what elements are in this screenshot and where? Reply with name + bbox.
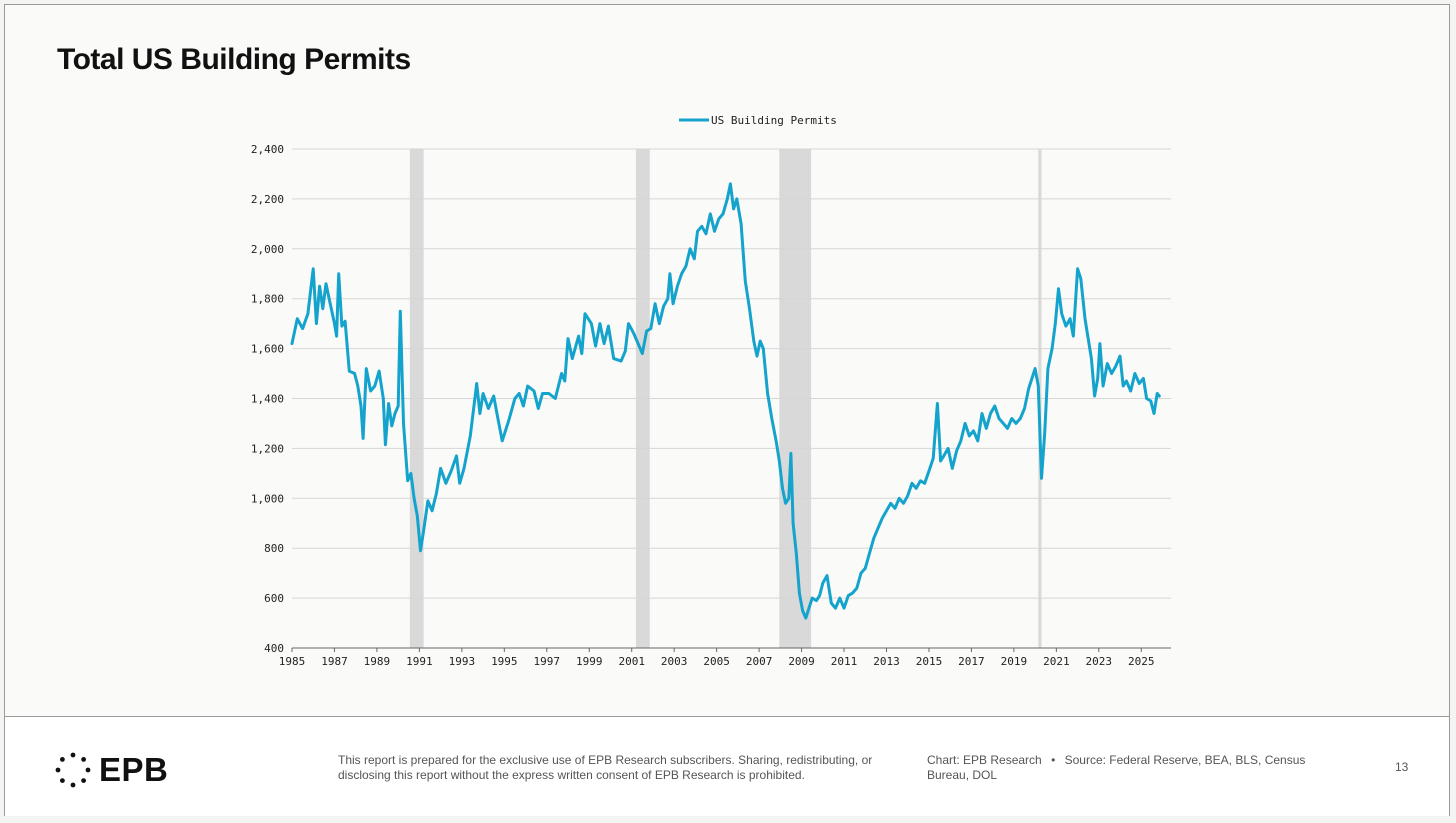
- y-tick-label: 1,600: [251, 343, 284, 356]
- y-tick-label: 2,200: [251, 193, 284, 206]
- epb-logo-icon: [55, 752, 91, 788]
- y-tick-label: 600: [264, 592, 284, 605]
- x-tick-label: 2011: [831, 655, 858, 668]
- x-tick-label: 1991: [406, 655, 433, 668]
- y-tick-label: 1,000: [251, 492, 284, 505]
- y-tick-label: 2,000: [251, 243, 284, 256]
- y-tick-label: 2,400: [251, 143, 284, 156]
- x-tick-label: 1989: [364, 655, 391, 668]
- x-tick-label: 2003: [661, 655, 688, 668]
- x-tick-label: 2023: [1086, 655, 1113, 668]
- epb-logo: EPB: [55, 751, 168, 789]
- x-tick-label: 1987: [321, 655, 348, 668]
- y-tick-label: 1,800: [251, 293, 284, 306]
- x-tick-label: 1985: [279, 655, 306, 668]
- legend-label: US Building Permits: [711, 114, 837, 127]
- x-tick-label: 2013: [873, 655, 900, 668]
- x-tick-label: 1995: [491, 655, 518, 668]
- x-tick-label: 2007: [746, 655, 773, 668]
- y-tick-label: 800: [264, 542, 284, 555]
- x-tick-label: 2025: [1128, 655, 1155, 668]
- x-tick-label: 2001: [618, 655, 645, 668]
- source-text: Source: Federal Reserve, BEA, BLS, Censu…: [927, 753, 1306, 782]
- x-tick-label: 2009: [788, 655, 815, 668]
- slide: Total US Building Permits 400 600 800 1,000…: [4, 4, 1450, 816]
- x-tick-label: 2021: [1043, 655, 1070, 668]
- y-tick-label: 400: [264, 642, 284, 655]
- source-block: Chart: EPB Research • Source: Federal Re…: [927, 753, 1317, 783]
- chart: 400 600 800 1,000 1,200 1,400 1,600 1,800 2,000 2…: [251, 114, 1171, 668]
- y-tick-label: 1,200: [251, 442, 284, 455]
- x-tick-label: 1999: [576, 655, 603, 668]
- logo-text: EPB: [99, 751, 169, 788]
- chart-credit: Chart: EPB Research: [927, 753, 1042, 767]
- x-tick-label: 1993: [449, 655, 476, 668]
- x-tick-label: 1997: [534, 655, 561, 668]
- x-tick-label: 2005: [703, 655, 730, 668]
- y-tick-label: 1,400: [251, 393, 284, 406]
- disclaimer-text: This report is prepared for the exclusiv…: [338, 753, 873, 782]
- footer: EPB This report is prepared for the excl…: [5, 717, 1449, 816]
- credit-separator: •: [1051, 753, 1056, 767]
- x-tick-label: 2015: [916, 655, 943, 668]
- x-tick-label: 2019: [1001, 655, 1028, 668]
- series-line: [290, 182, 1161, 620]
- x-tick-label: 2017: [958, 655, 985, 668]
- page-title: Total US Building Permits: [57, 43, 411, 76]
- footer-divider: [5, 716, 1449, 717]
- page-number: 13: [1395, 760, 1409, 774]
